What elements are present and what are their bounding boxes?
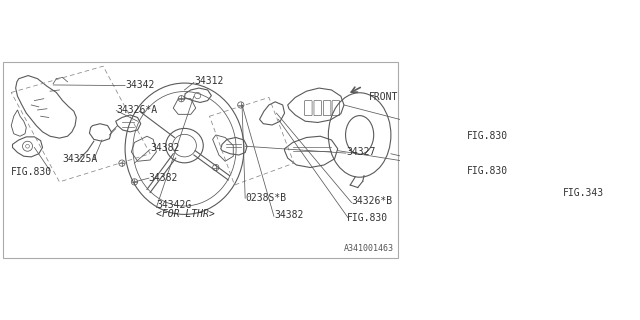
Text: 34382: 34382: [274, 210, 303, 220]
Text: FIG.830: FIG.830: [12, 167, 52, 177]
Text: 34312: 34312: [194, 76, 223, 86]
Text: 34327: 34327: [346, 147, 375, 157]
Text: 34326*B: 34326*B: [351, 196, 392, 206]
Text: 34325A: 34325A: [63, 154, 98, 164]
Text: FIG.830: FIG.830: [347, 212, 388, 222]
Text: <FOR LTHR>: <FOR LTHR>: [156, 209, 215, 219]
Text: 34342G: 34342G: [156, 200, 191, 210]
Text: FIG.830: FIG.830: [467, 131, 508, 141]
Text: 34326*A: 34326*A: [116, 105, 157, 115]
Text: 34382: 34382: [149, 172, 178, 182]
Text: 34342: 34342: [125, 80, 154, 90]
Text: 34382: 34382: [150, 143, 179, 153]
Text: 0238S*B: 0238S*B: [245, 193, 286, 203]
Text: FIG.830: FIG.830: [467, 166, 508, 176]
Text: A341001463: A341001463: [344, 244, 394, 252]
Text: FIG.343: FIG.343: [563, 188, 604, 198]
Text: FRONT: FRONT: [369, 92, 398, 102]
